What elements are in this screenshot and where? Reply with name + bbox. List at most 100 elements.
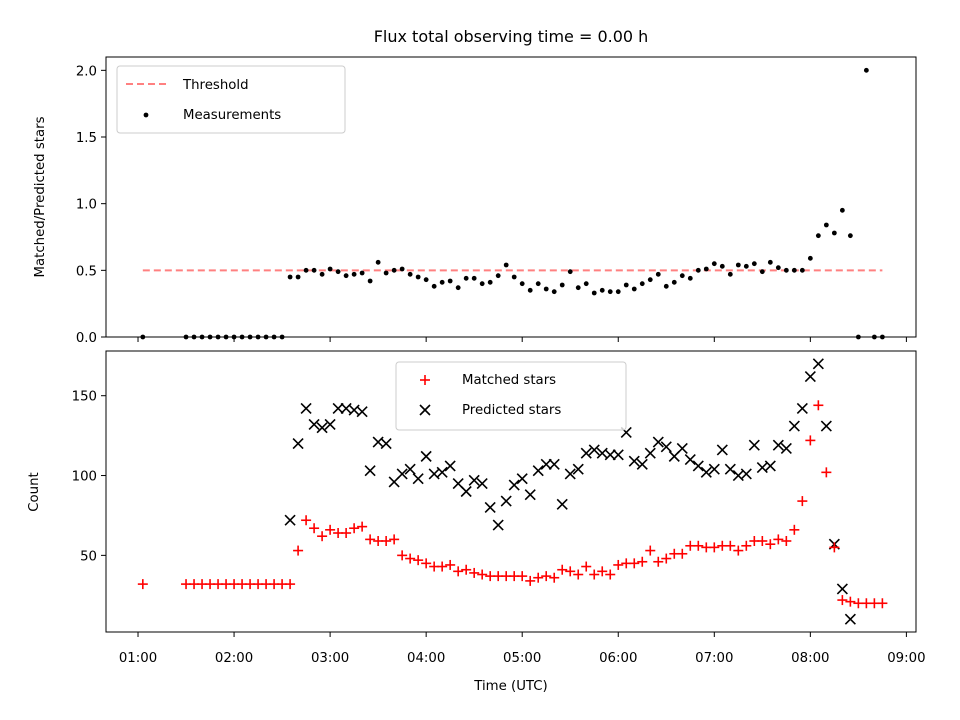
predicted-point-b [580,447,592,459]
matched-point [549,572,560,583]
measurement-point [599,287,605,293]
predicted-point [684,454,696,466]
predicted-point [404,463,416,475]
measurement-point [759,269,765,275]
predicted-point-b [676,442,688,454]
matched-point [445,559,456,570]
legend-matched-plus [420,375,430,385]
predicted-point-b [708,463,720,475]
measurement-point [799,267,805,273]
predicted-point [692,460,704,472]
predicted-point-b [572,463,584,475]
measurement-point [439,279,445,285]
measurement-point [631,286,637,292]
measurement-point [703,266,709,272]
predicted-point-b [444,460,456,472]
measurement-point [615,289,621,295]
predicted-point [844,613,856,625]
predicted-point-b [308,418,320,431]
predicted-point-b [332,402,344,415]
predicted-point [836,583,848,595]
matched-point [789,524,800,535]
predicted-point-b [748,439,760,451]
predicted-point-b [508,479,520,491]
measurement-point [199,334,205,340]
matched-point [533,572,544,583]
predicted-point [780,442,792,454]
measurement-point [247,334,253,340]
measurement-point [311,267,317,273]
measurement-point [535,281,541,287]
matched-point [573,569,584,580]
predicted-point-b [516,473,528,485]
matched-point [605,569,616,580]
matched-point [317,531,328,542]
predicted-point-b [460,485,472,498]
predicted-point-b [436,466,448,478]
predicted-point [300,402,312,415]
top-y-axis-label: Matched/Predicted stars [33,116,48,277]
measurement-point [391,267,397,273]
measurement-point [255,334,261,340]
measurement-point [663,283,669,289]
matched-point [733,545,744,556]
predicted-point-b [836,583,848,595]
predicted-point-b [524,489,536,501]
predicted-point [332,402,344,415]
predicted-point-b [404,463,416,475]
x-tick-label: 01:00 [119,651,157,666]
predicted-point-b [428,468,440,480]
bottom-y-tick-label: 150 [72,390,97,405]
predicted-point-b [396,468,408,480]
predicted-point-b [364,465,376,477]
predicted-point-b [692,460,704,472]
matched-point [837,595,848,606]
measurement-point [207,334,213,340]
predicted-point-b [452,477,464,490]
matched-point [661,553,672,564]
measurement-point [727,271,733,277]
predicted-point-b [652,436,664,448]
measurement-point [295,274,301,280]
predicted-point-b [772,439,784,451]
measurement-point [575,285,581,291]
matched-point [797,496,808,507]
predicted-point-b [420,450,432,462]
measurement-point [567,269,573,275]
matched-point [677,548,688,559]
predicted-point [724,463,736,475]
measurement-point [399,266,405,272]
measurement-point [623,282,629,288]
measurement-point [263,334,269,340]
measurement-point [879,334,885,340]
matched-point [517,571,528,582]
matched-point [413,555,424,566]
measurement-point [839,207,845,213]
measurement-point [327,266,333,272]
matched-point [365,534,376,545]
matched-point [629,558,640,569]
matched-point [725,540,736,551]
matched-point [637,556,648,567]
measurement-point [231,334,237,340]
measurement-point [140,334,146,340]
predicted-point [564,468,576,480]
measurement-point [503,262,509,268]
predicted-point-b [700,466,712,478]
predicted-point [412,473,424,485]
predicted-point-b [716,444,728,456]
measurement-point [783,267,789,273]
measurement-point [415,274,421,280]
predicted-point-b [620,426,632,438]
predicted-point [636,458,648,470]
predicted-point [580,447,592,459]
predicted-point [660,441,672,453]
predicted-point-b [300,402,312,415]
predicted-point-b [756,461,768,474]
measurement-point [303,267,309,273]
measurement-point [407,271,413,277]
predicted-point [500,495,512,507]
predicted-point-b [492,519,504,531]
predicted-point-b [500,495,512,507]
